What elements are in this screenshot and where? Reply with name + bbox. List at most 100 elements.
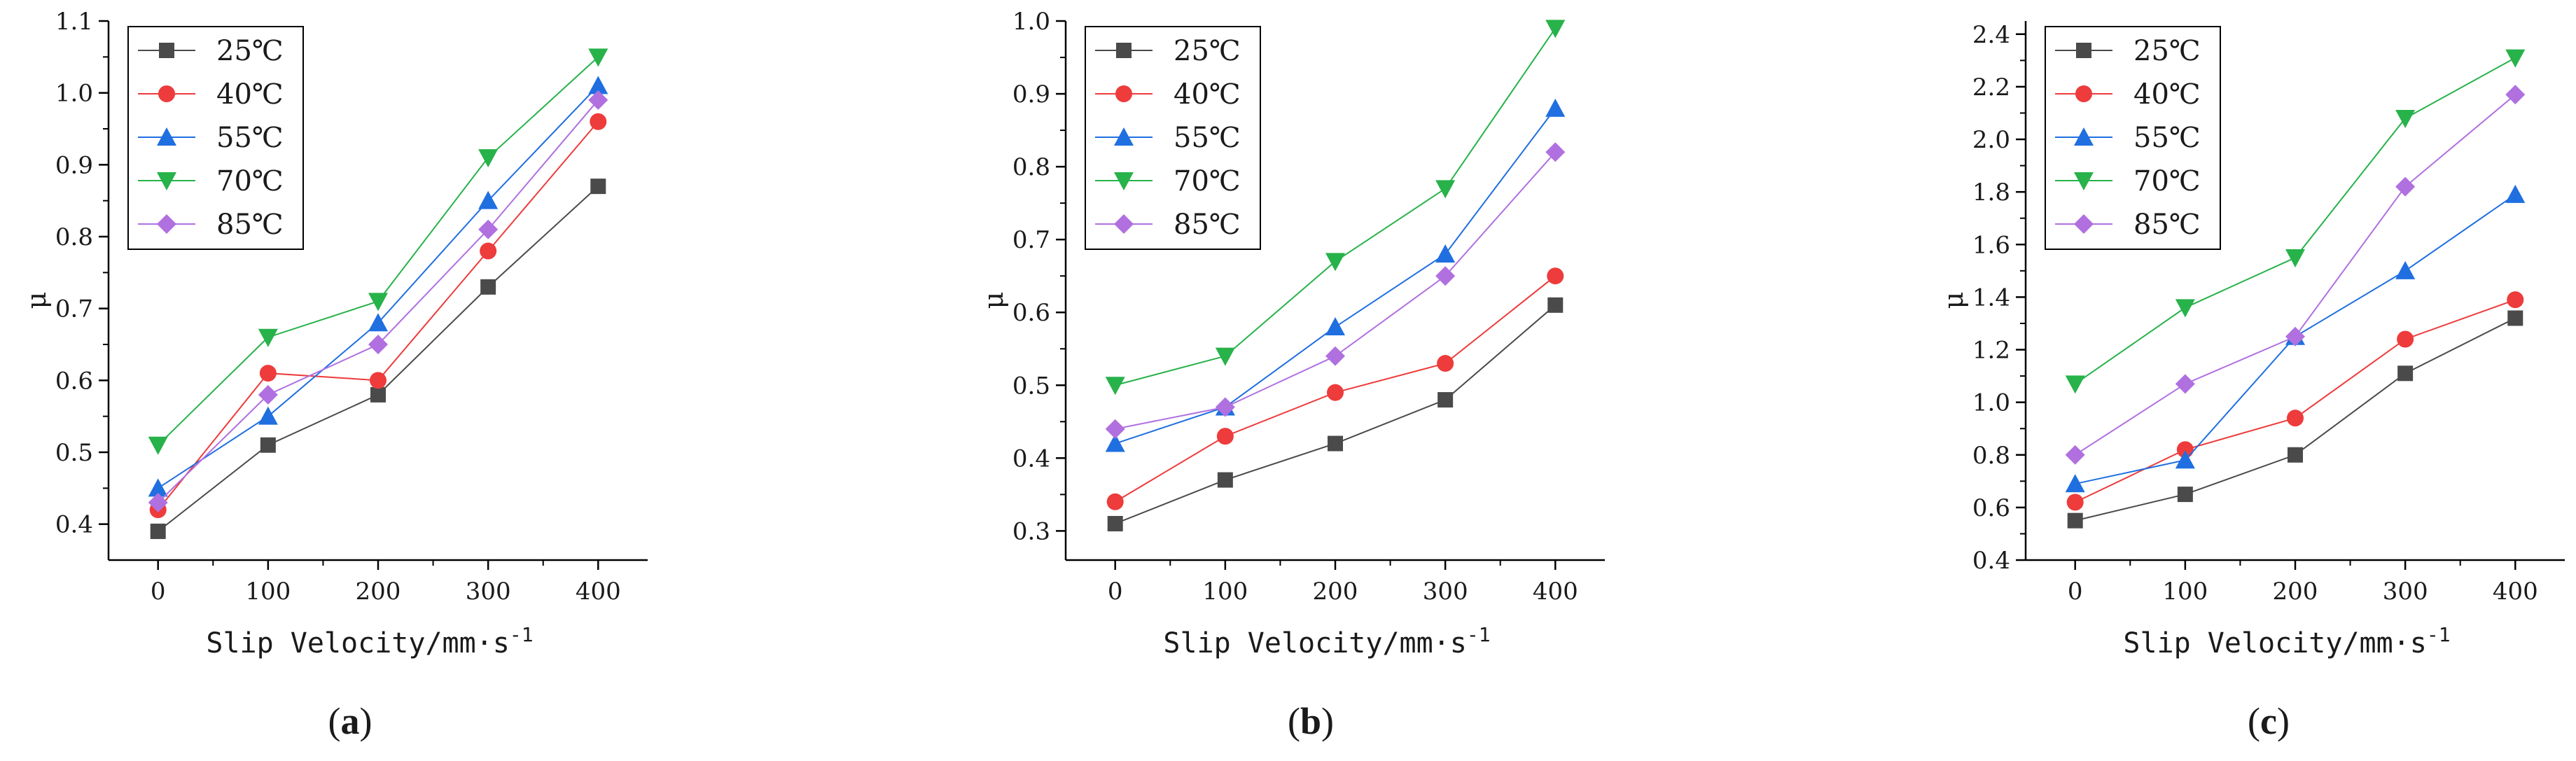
data-point — [478, 190, 499, 209]
data-point — [2066, 494, 2084, 511]
legend-marker — [2074, 172, 2094, 190]
x-axis-label-text: Slip Velocity/mm·s — [2123, 627, 2426, 659]
x-tick-label: 300 — [2383, 578, 2428, 606]
legend-marker — [2076, 43, 2091, 58]
x-axis-label-superscript: -1 — [1467, 623, 1491, 646]
legend-label: 25℃ — [216, 35, 284, 67]
y-tick-label: 2.4 — [1972, 21, 2010, 49]
data-point — [1545, 98, 1566, 117]
caption-open-paren: ( — [2248, 700, 2260, 742]
x-axis-label-superscript: -1 — [2427, 623, 2451, 646]
data-point — [1328, 435, 1343, 452]
legend-label: 40℃ — [216, 78, 284, 111]
data-point — [2065, 445, 2085, 465]
legend-marker — [1114, 172, 1134, 190]
x-axis-label: Slip Velocity/mm·s-1 — [206, 623, 533, 659]
legend-marker — [157, 214, 176, 234]
legend-label: 85℃ — [1174, 209, 1241, 241]
y-tick-label: 1.0 — [1012, 8, 1050, 36]
data-point — [1217, 472, 1233, 488]
data-point — [480, 242, 497, 260]
y-tick-label: 0.8 — [55, 223, 93, 251]
data-point — [590, 179, 606, 195]
data-point — [148, 436, 168, 455]
data-point — [1545, 20, 1566, 39]
x-axis-label-text: Slip Velocity/mm·s — [1163, 627, 1466, 659]
x-tick-label: 400 — [2493, 578, 2538, 606]
x-axis-label: Slip Velocity/mm·s-1 — [2123, 623, 2450, 659]
x-tick-label: 400 — [576, 578, 621, 606]
y-tick-label: 0.6 — [55, 367, 93, 395]
legend-label: 70℃ — [216, 165, 284, 197]
legend-marker — [158, 85, 175, 102]
y-tick-label: 0.4 — [1012, 445, 1050, 473]
legend-marker — [2075, 85, 2092, 102]
y-tick-label: 1.0 — [55, 80, 93, 108]
legend-label: 55℃ — [2133, 122, 2201, 154]
x-tick-label: 200 — [2273, 578, 2318, 606]
series-line-1 — [1115, 305, 1556, 524]
y-tick-label: 0.7 — [55, 295, 93, 323]
caption-letter: a — [341, 700, 360, 742]
data-point — [1437, 392, 1454, 408]
x-tick-label: 300 — [466, 578, 511, 606]
data-point — [478, 219, 499, 239]
data-point — [2505, 85, 2526, 105]
legend-label: 25℃ — [2133, 35, 2201, 67]
y-tick-label: 0.6 — [1012, 299, 1050, 327]
data-point — [148, 492, 168, 512]
y-tick-label: 0.7 — [1012, 226, 1050, 254]
data-point — [590, 113, 607, 130]
legend-label: 85℃ — [2133, 209, 2201, 241]
x-tick-label: 300 — [1423, 578, 1468, 606]
panel-caption: (a) — [328, 700, 373, 742]
y-tick-label: 2.0 — [1972, 126, 2010, 154]
x-tick-label: 200 — [1313, 578, 1358, 606]
legend-marker — [159, 43, 174, 58]
data-point — [478, 149, 499, 168]
data-point — [2175, 374, 2195, 394]
y-tick-label: 0.4 — [1972, 547, 2010, 575]
data-point — [2285, 249, 2305, 268]
data-point — [2065, 474, 2085, 493]
data-point — [2395, 260, 2416, 279]
x-tick-label: 200 — [356, 578, 401, 606]
y-tick-label: 0.8 — [1012, 153, 1050, 181]
y-tick-label: 0.9 — [1012, 81, 1050, 109]
legend-label: 55℃ — [216, 122, 284, 154]
legend-label: 70℃ — [2133, 165, 2201, 197]
legend-marker — [2074, 214, 2094, 234]
y-tick-label: 0.4 — [55, 511, 93, 539]
y-tick-label: 0.8 — [1972, 442, 2010, 470]
data-point — [588, 90, 608, 110]
data-point — [1435, 266, 1456, 286]
data-point — [1327, 384, 1344, 401]
x-tick-label: 100 — [2162, 578, 2208, 606]
x-tick-label: 0 — [2068, 578, 2083, 606]
data-point — [2505, 184, 2526, 203]
data-point — [1105, 377, 1125, 396]
caption-letter: b — [1300, 700, 1321, 742]
data-point — [1325, 346, 1345, 366]
data-point — [1215, 397, 1235, 417]
data-point — [1545, 142, 1566, 162]
data-point — [2288, 447, 2303, 463]
y-tick-label: 1.0 — [1972, 389, 2010, 417]
data-point — [2285, 326, 2305, 347]
y-tick-label: 2.2 — [1972, 74, 2010, 102]
y-tick-label: 0.3 — [1012, 517, 1050, 545]
caption-close-paren: ) — [360, 700, 373, 742]
data-point — [2395, 176, 2416, 197]
x-tick-label: 100 — [1202, 578, 1248, 606]
data-point — [368, 335, 388, 354]
y-axis-label: μ — [1938, 292, 1969, 309]
y-tick-label: 0.6 — [1972, 494, 2010, 522]
data-point — [1435, 180, 1456, 199]
x-tick-label: 100 — [245, 578, 291, 606]
x-tick-label: 400 — [1533, 578, 1578, 606]
data-point — [588, 76, 608, 95]
data-point — [260, 437, 276, 453]
caption-open-paren: ( — [1288, 700, 1300, 742]
x-axis-label-text: Slip Velocity/mm·s — [206, 627, 509, 659]
data-point — [259, 365, 277, 382]
